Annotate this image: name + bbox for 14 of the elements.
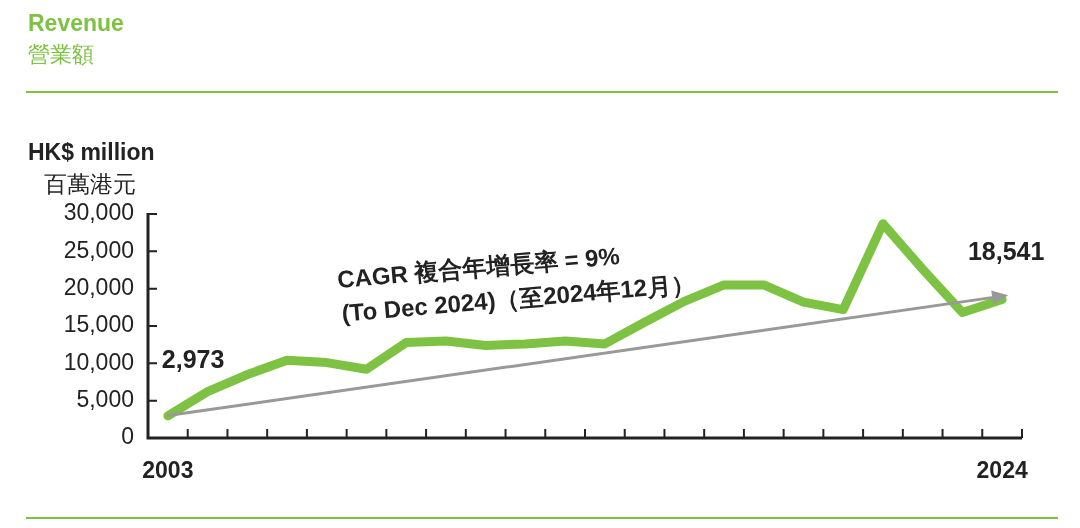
y-tick-label: 15,000	[63, 311, 134, 338]
y-tick-label: 20,000	[63, 274, 134, 301]
y-axis-title: HK$ million 百萬港元	[28, 138, 155, 199]
data-label: 2,973	[161, 344, 225, 373]
y-tick-label: 30,000	[63, 199, 134, 226]
x-tick-label: 2003	[142, 457, 194, 484]
y-tick-label: 0	[121, 423, 134, 450]
y-tick-label: 5,000	[76, 386, 134, 413]
chart-title: Revenue	[28, 10, 124, 37]
y-tick-label: 25,000	[63, 236, 134, 263]
y-tick-label: 10,000	[63, 348, 134, 375]
x-tick-label: 2024	[976, 457, 1028, 484]
data-label: 18,541	[967, 236, 1045, 265]
chart-subtitle: 營業額	[28, 41, 94, 69]
